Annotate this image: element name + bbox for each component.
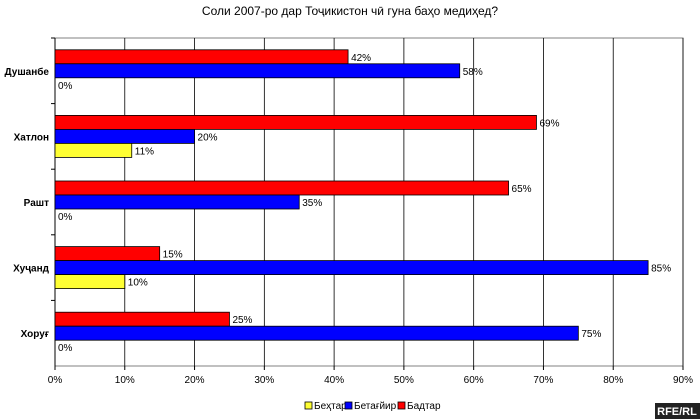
- x-tick-label: 60%: [464, 375, 484, 386]
- legend-swatch: [344, 401, 353, 410]
- bar: [54, 311, 230, 327]
- category-label: Хатлон: [14, 132, 49, 143]
- bar: [54, 49, 349, 65]
- data-label: 0%: [58, 343, 73, 354]
- bar: [54, 260, 649, 276]
- data-label: 10%: [128, 278, 148, 289]
- data-label: 35%: [302, 198, 322, 209]
- data-label: 0%: [58, 212, 73, 223]
- data-label: 75%: [581, 329, 601, 340]
- watermark-badge: RFE/RL: [655, 403, 700, 419]
- data-label: 15%: [163, 250, 183, 261]
- data-label: 69%: [539, 118, 559, 129]
- bar: [54, 142, 133, 158]
- legend-label: Бетағйир: [354, 401, 397, 412]
- x-tick-label: 50%: [394, 375, 414, 386]
- x-tick-label: 80%: [603, 375, 623, 386]
- data-label: 20%: [198, 132, 218, 143]
- bar: [54, 115, 537, 130]
- x-tick-label: 40%: [324, 375, 344, 386]
- category-label: Душанбе: [5, 66, 50, 78]
- data-label: 65%: [512, 184, 532, 195]
- bar: [54, 325, 579, 341]
- data-label: 25%: [232, 315, 252, 326]
- data-label: 85%: [651, 264, 671, 275]
- legend-label: Беҳтар: [314, 401, 347, 412]
- bar: [54, 194, 300, 210]
- x-tick-label: 0%: [48, 375, 63, 386]
- watermark-text: RFE/RL: [657, 406, 697, 418]
- bars: [54, 49, 649, 341]
- bar: [54, 246, 161, 262]
- data-label: 11%: [135, 146, 154, 157]
- legend-swatch: [304, 401, 313, 410]
- data-label: 0%: [58, 81, 73, 92]
- x-tick-label: 70%: [533, 375, 553, 386]
- bar: [54, 63, 461, 79]
- bar: [54, 180, 509, 196]
- category-label: Хоруғ: [21, 329, 49, 340]
- legend-swatch: [397, 401, 406, 410]
- legend: Беҳтар Бетағйир Бадтар: [304, 401, 441, 412]
- bar: [54, 128, 195, 144]
- x-tick-label: 10%: [115, 375, 135, 386]
- legend-label: Бадтар: [407, 401, 441, 412]
- chart-title: Соли 2007-ро дар Тоҷикистон чӣ гуна баҳо…: [202, 4, 499, 18]
- category-label: Рашт: [24, 198, 49, 209]
- labels: 0% 10% 20% 30% 40% 50% 60% 70% 80% 90% Душанбе 42% 5…: [5, 53, 694, 386]
- bar: [54, 274, 126, 290]
- x-tick-label: 90%: [673, 375, 693, 386]
- data-label: 58%: [463, 67, 483, 78]
- category-label: Хуҷанд: [13, 264, 50, 275]
- watermark-background: [655, 403, 700, 419]
- data-label: 42%: [351, 53, 371, 64]
- x-tick-label: 30%: [254, 375, 274, 386]
- x-tick-label: 20%: [185, 375, 205, 386]
